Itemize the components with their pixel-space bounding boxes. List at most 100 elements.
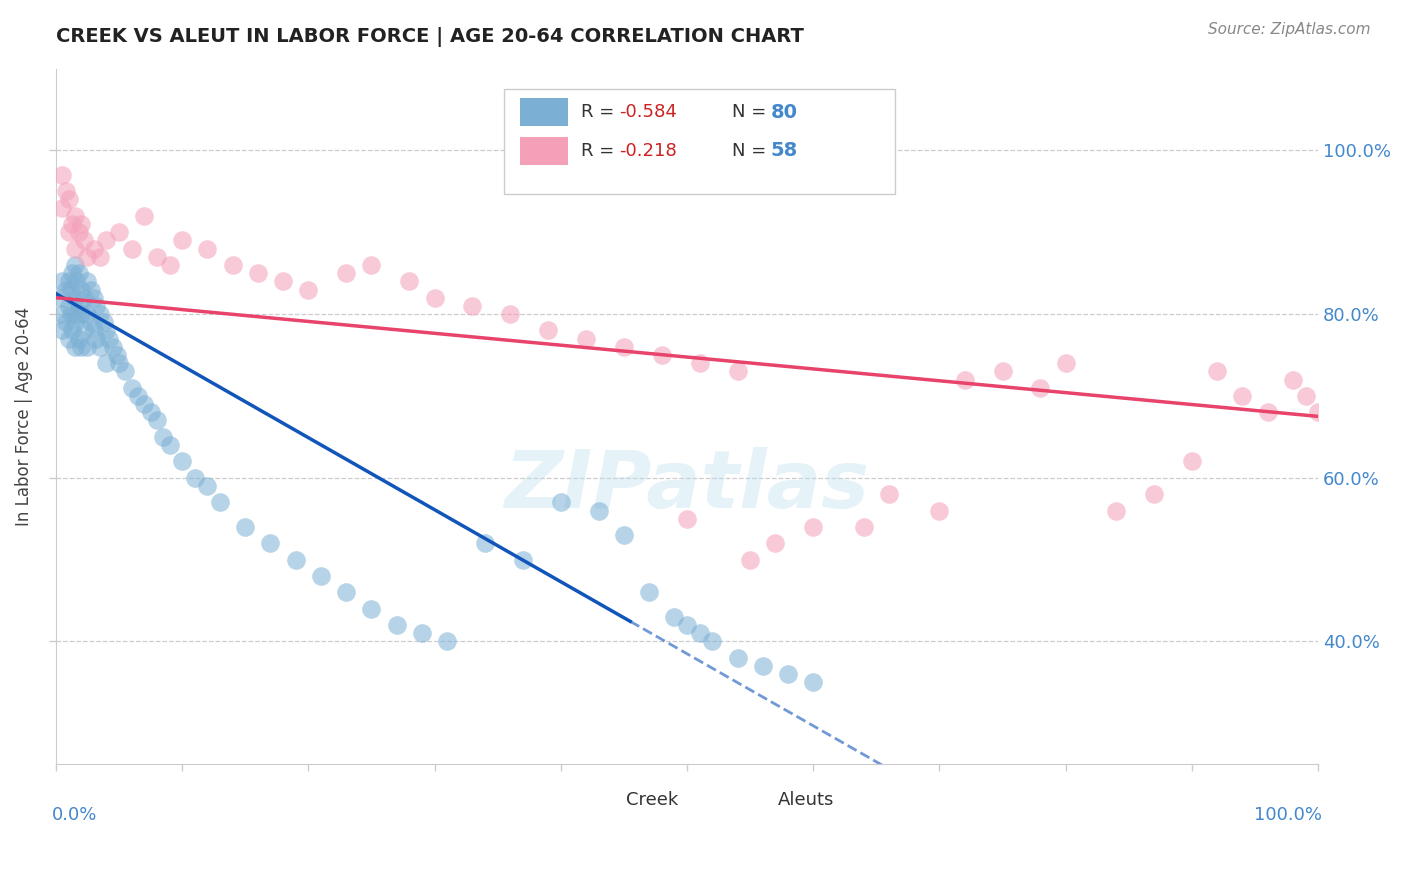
Point [499, 307, 522, 321]
Point [588, 503, 610, 517]
Point [73, 323, 96, 337]
Point [51, 201, 73, 215]
Point [76, 307, 98, 321]
Point [702, 634, 724, 648]
Point [271, 274, 294, 288]
Point [83, 323, 105, 337]
FancyBboxPatch shape [503, 89, 896, 194]
Point [208, 495, 231, 509]
Point [51, 168, 73, 182]
Point [93, 315, 115, 329]
Point [63, 340, 86, 354]
Point [84, 332, 107, 346]
Point [159, 258, 181, 272]
Point [70, 217, 93, 231]
Point [65, 307, 87, 321]
Point [411, 626, 433, 640]
Point [740, 552, 762, 566]
Point [801, 520, 824, 534]
Point [474, 536, 496, 550]
Point [80, 283, 103, 297]
Point [80, 315, 103, 329]
Text: 100.0%: 100.0% [1254, 806, 1322, 824]
Point [51, 291, 73, 305]
Point [461, 299, 484, 313]
Point [58, 193, 80, 207]
Point [83, 242, 105, 256]
Point [877, 487, 900, 501]
Point [195, 242, 218, 256]
Point [70, 340, 93, 354]
Point [96, 234, 118, 248]
Text: Aleuts: Aleuts [778, 791, 834, 809]
Bar [520, 136, 568, 164]
Point [1181, 454, 1204, 468]
Point [1308, 405, 1330, 419]
Point [83, 291, 105, 305]
Point [70, 283, 93, 297]
Point [51, 323, 73, 337]
Point [67, 332, 90, 346]
Point [360, 258, 382, 272]
Point [63, 242, 86, 256]
Point [676, 512, 699, 526]
Point [146, 250, 169, 264]
Point [55, 315, 77, 329]
Point [297, 283, 319, 297]
Point [121, 242, 143, 256]
Point [664, 610, 686, 624]
Text: -0.584: -0.584 [619, 103, 676, 121]
Text: CREEK VS ALEUT IN LABOR FORCE | AGE 20-64 CORRELATION CHART: CREEK VS ALEUT IN LABOR FORCE | AGE 20-6… [56, 27, 804, 46]
Point [727, 651, 749, 665]
Point [63, 209, 86, 223]
Point [60, 217, 83, 231]
Bar [579, 790, 617, 810]
Point [613, 528, 636, 542]
Text: Creek: Creek [627, 791, 679, 809]
Text: 0.0%: 0.0% [52, 806, 97, 824]
Point [73, 234, 96, 248]
Point [70, 307, 93, 321]
Point [114, 364, 136, 378]
Point [172, 454, 194, 468]
Point [335, 266, 357, 280]
Point [97, 332, 120, 346]
Point [385, 618, 408, 632]
Point [96, 323, 118, 337]
Point [63, 315, 86, 329]
Point [991, 364, 1014, 378]
Point [101, 340, 124, 354]
Point [1232, 389, 1254, 403]
Point [550, 495, 572, 509]
Point [1143, 487, 1166, 501]
Point [1054, 356, 1077, 370]
Point [195, 479, 218, 493]
Point [67, 266, 90, 280]
Point [423, 291, 446, 305]
Point [152, 430, 174, 444]
Point [65, 274, 87, 288]
Point [84, 299, 107, 313]
Point [63, 291, 86, 305]
Point [259, 536, 281, 550]
Point [1105, 503, 1128, 517]
Point [246, 266, 269, 280]
Text: R =: R = [581, 142, 620, 160]
Point [51, 307, 73, 321]
Point [1257, 405, 1279, 419]
Point [763, 536, 786, 550]
Point [60, 307, 83, 321]
Point [360, 601, 382, 615]
Point [284, 552, 307, 566]
Point [89, 340, 111, 354]
Point [127, 389, 149, 403]
Point [184, 471, 207, 485]
Point [852, 520, 875, 534]
Point [776, 667, 799, 681]
Point [1282, 373, 1305, 387]
Point [233, 520, 256, 534]
Point [134, 209, 156, 223]
Point [676, 618, 699, 632]
Point [689, 626, 711, 640]
Point [335, 585, 357, 599]
